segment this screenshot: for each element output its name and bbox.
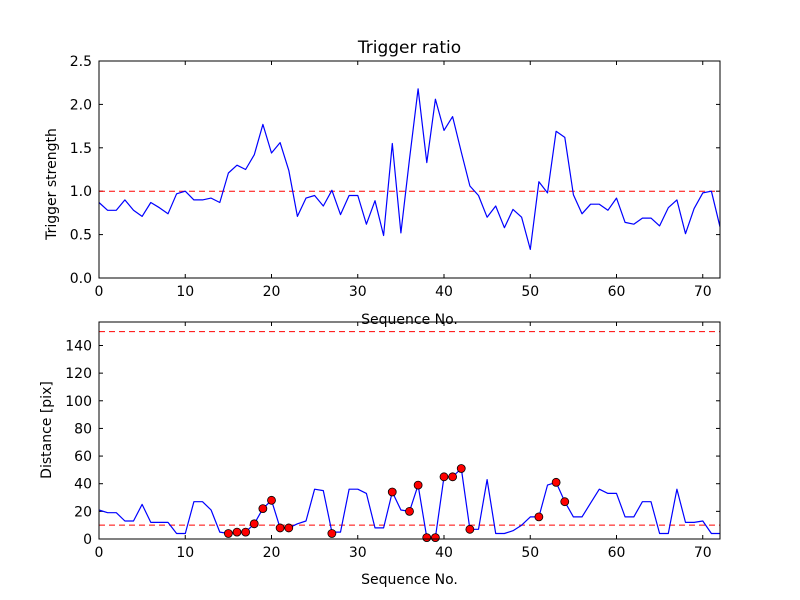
x-tick-label: 20 xyxy=(263,545,281,561)
y-tick-label: 1.5 xyxy=(70,141,92,157)
x-tick-label: 40 xyxy=(435,284,453,300)
y-tick-label: 80 xyxy=(74,421,92,437)
data-point-marker xyxy=(560,497,570,507)
x-axis-label: Sequence No. xyxy=(361,572,458,588)
data-point-marker xyxy=(413,480,423,490)
y-tick-label: 0.5 xyxy=(70,228,92,244)
x-tick-label: 30 xyxy=(349,545,367,561)
y-tick-label: 120 xyxy=(65,366,92,382)
x-tick-label: 60 xyxy=(608,284,626,300)
x-tick-label: 0 xyxy=(95,545,104,561)
plot-frame xyxy=(98,60,721,279)
data-point-marker xyxy=(223,529,233,538)
x-axis-label: Sequence No. xyxy=(361,312,458,328)
series-line xyxy=(98,467,720,539)
x-tick-label: 70 xyxy=(694,545,712,561)
data-point-marker xyxy=(267,495,276,505)
x-tick-label: 50 xyxy=(521,545,539,561)
series-line xyxy=(98,88,721,250)
data-point-marker xyxy=(430,533,440,543)
data-point-marker xyxy=(232,527,242,537)
y-tick-label: 0.0 xyxy=(70,271,92,287)
data-point-marker xyxy=(241,527,251,537)
data-point-marker xyxy=(284,523,294,533)
data-point-marker xyxy=(551,477,561,487)
data-point-marker xyxy=(327,529,337,538)
data-point-marker xyxy=(405,506,414,516)
data-point-marker xyxy=(448,472,458,482)
data-point-marker xyxy=(456,464,466,473)
y-tick-label: 20 xyxy=(74,504,92,520)
y-tick-label: 1.0 xyxy=(70,184,92,200)
y-tick-label: 0 xyxy=(83,532,92,548)
data-point-marker xyxy=(422,533,432,543)
x-tick-label: 0 xyxy=(95,284,104,300)
x-tick-label: 10 xyxy=(176,284,194,300)
y-tick-label: 40 xyxy=(74,477,92,493)
x-tick-label: 20 xyxy=(263,284,281,300)
y-axis-label: Distance [pix] xyxy=(39,381,55,479)
data-point-marker xyxy=(534,512,544,522)
x-tick-label: 30 xyxy=(349,284,367,300)
x-tick-label: 50 xyxy=(521,284,539,300)
trigger-ratio-subplot: Trigger ratio Trigger strength Sequence … xyxy=(44,38,721,328)
data-point-marker xyxy=(387,487,397,497)
y-tick-label: 100 xyxy=(65,394,92,410)
y-tick-label: 60 xyxy=(74,449,92,465)
x-tick-label: 10 xyxy=(176,545,194,561)
x-tick-label: 40 xyxy=(435,545,453,561)
y-tick-label: 140 xyxy=(65,338,92,354)
data-point-marker xyxy=(249,519,259,529)
plot-frame xyxy=(98,321,721,540)
y-tick-label: 2.5 xyxy=(70,54,92,70)
x-tick-label: 60 xyxy=(608,545,626,561)
data-point-marker xyxy=(258,504,268,513)
data-point-marker xyxy=(465,524,475,534)
distance-subplot: Distance [pix] Sequence No. 0 10 20 30 40 50 6… xyxy=(39,321,721,588)
y-tick-label: 2.0 xyxy=(70,97,92,113)
data-point-marker xyxy=(275,523,285,533)
data-point-marker xyxy=(439,472,449,482)
y-axis-label: Trigger strength xyxy=(44,128,60,241)
chart-title: Trigger ratio xyxy=(357,38,461,58)
x-tick-label: 70 xyxy=(694,284,712,300)
